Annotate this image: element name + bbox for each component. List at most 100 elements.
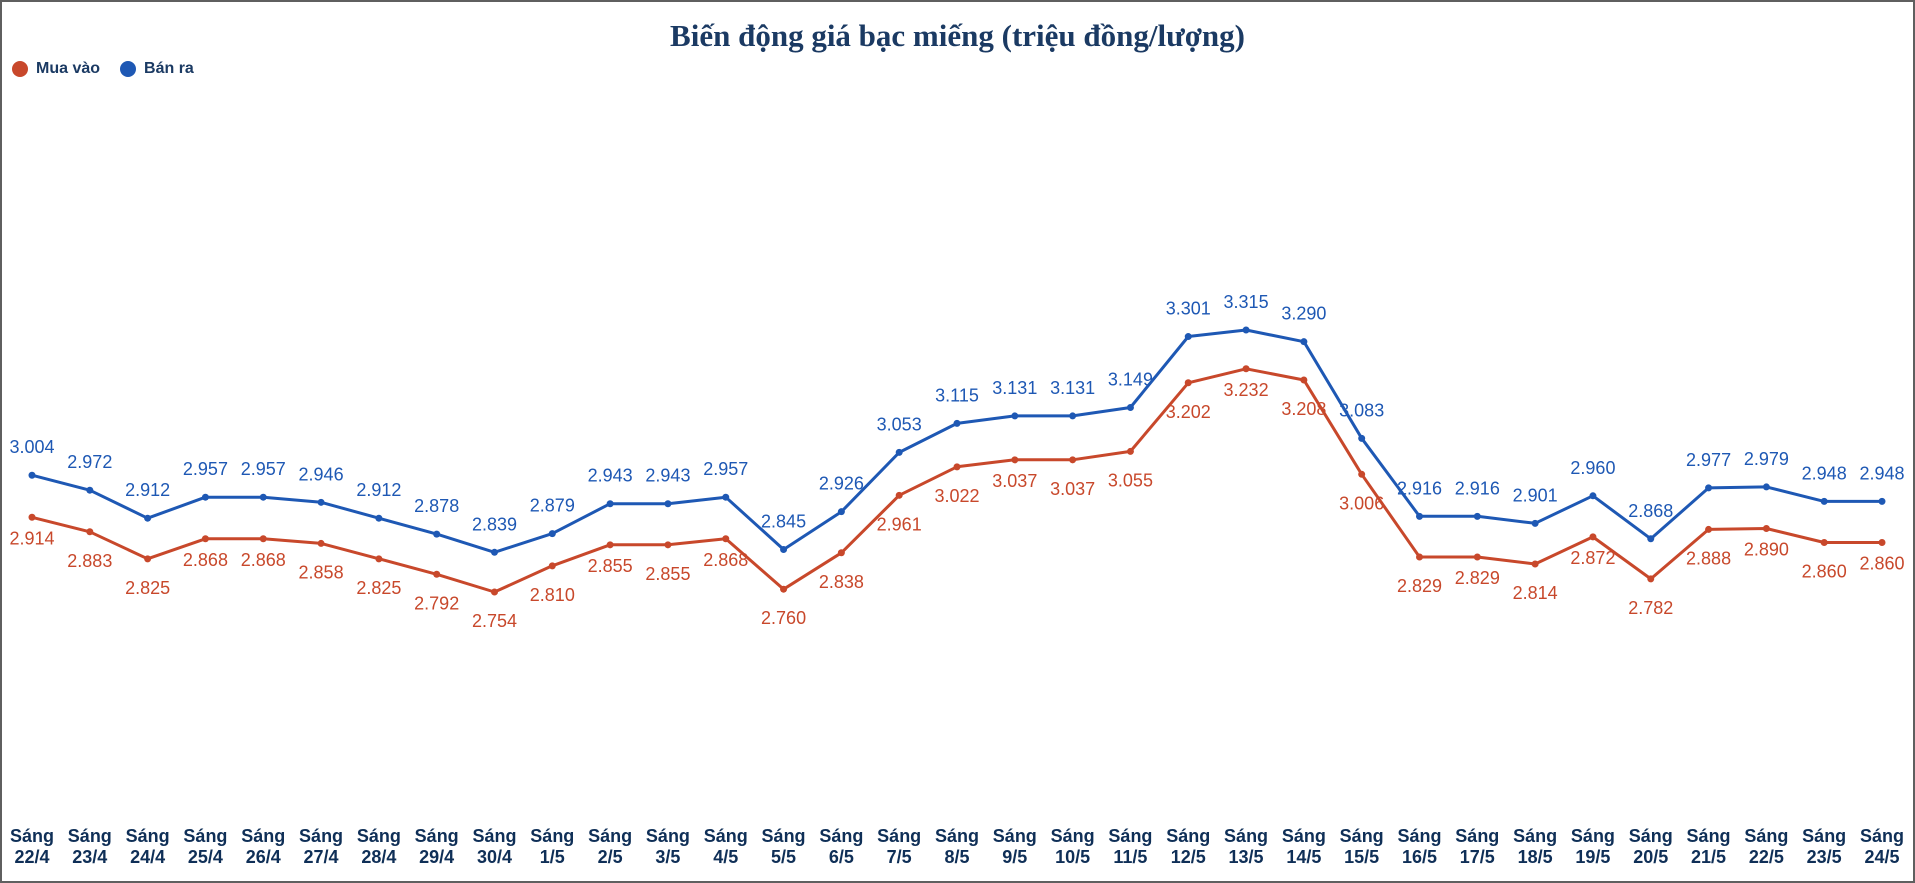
- data-label-sell: 2.926: [819, 474, 864, 494]
- data-point-sell: [606, 500, 614, 508]
- data-label-buy: 2.872: [1570, 548, 1615, 568]
- x-tick-label: Sáng 7/5: [877, 826, 921, 867]
- data-point-sell: [953, 419, 961, 427]
- data-point-sell: [548, 530, 556, 538]
- data-point-sell: [1762, 483, 1770, 491]
- data-point-sell: [1473, 512, 1481, 520]
- data-label-buy: 2.914: [9, 528, 54, 548]
- data-label-sell: 2.839: [472, 514, 517, 534]
- data-point-sell: [201, 493, 209, 501]
- x-tick-label: Sáng 28/4: [357, 826, 401, 867]
- data-label-buy: 2.860: [1859, 553, 1904, 573]
- data-label-sell: 2.868: [1628, 501, 1673, 521]
- data-label-sell: 2.948: [1802, 463, 1847, 483]
- data-point-buy: [1011, 456, 1019, 464]
- data-point-buy: [433, 570, 441, 578]
- data-label-buy: 2.760: [761, 608, 806, 628]
- data-point-sell: [1300, 338, 1308, 346]
- data-point-sell: [664, 500, 672, 508]
- data-point-sell: [375, 514, 383, 522]
- x-tick-label: Sáng 24/5: [1860, 826, 1904, 867]
- data-label-buy: 2.855: [588, 556, 633, 576]
- x-tick-label: Sáng 11/5: [1108, 826, 1152, 867]
- data-label-sell: 3.053: [877, 414, 922, 434]
- data-point-buy: [1762, 524, 1770, 532]
- data-label-sell: 3.149: [1108, 370, 1153, 390]
- data-point-buy: [837, 549, 845, 557]
- data-label-buy: 2.890: [1744, 539, 1789, 559]
- data-point-buy: [1820, 538, 1828, 546]
- x-tick-label: Sáng 12/5: [1166, 826, 1210, 867]
- legend-label-sell: Bán ra: [144, 60, 194, 77]
- data-point-buy: [1878, 538, 1886, 546]
- data-label-sell: 2.912: [356, 480, 401, 500]
- data-point-buy: [1069, 456, 1077, 464]
- chart-title: Biến động giá bạc miếng (triệu đồng/lượn…: [670, 18, 1245, 53]
- data-label-sell: 3.301: [1166, 299, 1211, 319]
- data-label-buy: 2.855: [645, 564, 690, 584]
- data-point-sell: [144, 514, 152, 522]
- data-label-buy: 2.961: [877, 514, 922, 534]
- data-point-buy: [1358, 470, 1366, 478]
- data-label-sell: 2.957: [183, 459, 228, 479]
- data-label-sell: 3.083: [1339, 400, 1384, 420]
- data-label-buy: 2.860: [1802, 561, 1847, 581]
- data-point-sell: [1820, 497, 1828, 505]
- data-label-buy: 2.868: [183, 550, 228, 570]
- data-label-buy: 3.202: [1166, 402, 1211, 422]
- data-point-buy: [722, 535, 730, 543]
- data-label-sell: 2.979: [1744, 449, 1789, 469]
- data-point-buy: [548, 562, 556, 570]
- data-point-sell: [1184, 333, 1192, 341]
- data-label-sell: 2.946: [299, 464, 344, 484]
- legend-marker-buy: [12, 61, 28, 77]
- data-point-sell: [837, 508, 845, 516]
- data-point-sell: [1531, 519, 1539, 527]
- x-tick-label: Sáng 10/5: [1051, 826, 1095, 867]
- data-point-buy: [1300, 376, 1308, 384]
- data-label-sell: 3.290: [1281, 304, 1326, 324]
- data-point-buy: [1416, 553, 1423, 561]
- x-tick-label: Sáng 26/4: [241, 826, 285, 867]
- data-point-sell: [1705, 484, 1713, 492]
- data-label-buy: 3.006: [1339, 493, 1384, 513]
- series-line-sell: [30, 328, 1884, 554]
- data-point-sell: [317, 498, 325, 506]
- data-label-sell: 2.879: [530, 496, 575, 516]
- x-tick-label: Sáng 16/5: [1397, 826, 1441, 867]
- x-tick-label: Sáng 6/5: [819, 826, 863, 867]
- data-label-buy: 2.829: [1455, 568, 1500, 588]
- data-label-buy: 2.810: [530, 585, 575, 605]
- data-point-buy: [259, 535, 267, 543]
- data-label-sell: 2.943: [588, 466, 633, 486]
- data-point-sell: [1589, 492, 1597, 500]
- data-label-buy: 3.037: [1050, 479, 1095, 499]
- data-point-buy: [491, 588, 498, 596]
- data-label-buy: 2.792: [414, 593, 459, 613]
- data-point-buy: [201, 535, 209, 543]
- data-point-sell: [433, 530, 441, 538]
- legend-item-sell: Bán ra: [120, 60, 194, 78]
- data-point-buy: [28, 513, 36, 521]
- data-label-buy: 2.825: [356, 578, 401, 598]
- data-label-buy: 3.208: [1281, 399, 1326, 419]
- x-tick-label: Sáng 3/5: [646, 826, 690, 867]
- x-tick-label: Sáng 24/4: [126, 826, 170, 867]
- data-label-buy: 3.022: [934, 486, 979, 506]
- data-point-buy: [895, 491, 903, 499]
- data-label-sell: 2.972: [67, 452, 112, 472]
- data-label-sell: 2.878: [414, 496, 459, 516]
- data-point-sell: [1416, 512, 1423, 520]
- data-label-sell: 3.004: [9, 437, 54, 457]
- data-point-buy: [375, 555, 383, 563]
- x-tick-label: Sáng 15/5: [1340, 826, 1384, 867]
- data-point-sell: [1011, 412, 1019, 420]
- data-point-sell: [491, 548, 498, 556]
- data-point-sell: [895, 448, 903, 456]
- x-tick-label: Sáng 8/5: [935, 826, 979, 867]
- data-label-sell: 2.977: [1686, 450, 1731, 470]
- data-label-buy: 2.838: [819, 572, 864, 592]
- data-point-sell: [1358, 434, 1366, 442]
- data-point-buy: [1242, 365, 1250, 373]
